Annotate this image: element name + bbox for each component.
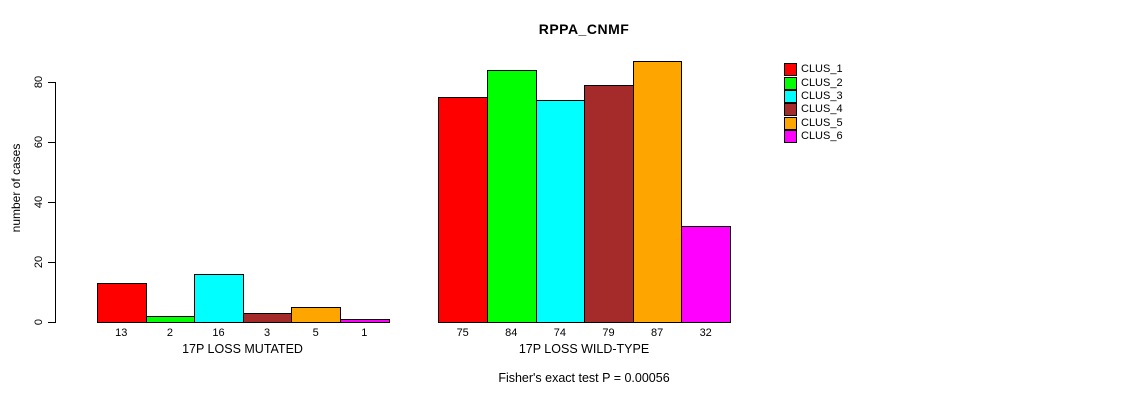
legend-label: CLUS_6: [801, 130, 843, 143]
legend-swatch-icon: [784, 103, 797, 117]
group-label-mutated: 17P LOSS MUTATED: [182, 342, 303, 356]
y-axis-label: number of cases: [9, 143, 23, 233]
bar-value-label: 74: [553, 327, 567, 339]
bar-clus_3-group2: [535, 100, 586, 323]
bar-value-label: 87: [650, 327, 664, 339]
chart-title: RPPA_CNMF: [538, 21, 630, 37]
bar-value-label: 84: [505, 327, 518, 339]
bar-clus_4-group1: [242, 313, 293, 323]
legend: CLUS_1 CLUS_2 CLUS_3 CLUS_4 CLUS_5 CLUS_6: [784, 63, 843, 144]
legend-item-clus_3: CLUS_3: [784, 89, 843, 103]
legend-label: CLUS_2: [801, 76, 843, 89]
legend-swatch-icon: [784, 76, 797, 90]
bar-value-label: 13: [115, 327, 128, 339]
bar-value-label: 5: [312, 327, 319, 339]
legend-item-clus_4: CLUS_4: [784, 103, 843, 117]
legend-item-clus_1: CLUS_1: [784, 63, 843, 77]
legend-label: CLUS_5: [801, 116, 843, 129]
legend-item-clus_2: CLUS_2: [784, 76, 843, 90]
bar-clus_4-group2: [584, 85, 634, 323]
bar-value-label: 1: [361, 327, 368, 339]
y-tick-label-80: 80: [33, 75, 45, 89]
legend-swatch-icon: [784, 116, 797, 130]
legend-swatch-icon: [784, 130, 797, 144]
group-label-wildtype: 17P LOSS WILD-TYPE: [518, 342, 650, 356]
bar-value-label: 16: [212, 327, 225, 339]
bar-clus_1-group1: [97, 283, 147, 323]
bar-clus_1-group2: [438, 97, 488, 323]
legend-item-clus_6: CLUS_6: [784, 130, 843, 144]
bar-clus_6-group1: [340, 319, 390, 323]
y-tick-label-20: 20: [33, 255, 45, 269]
legend-label: CLUS_1: [801, 63, 843, 76]
y-tick-40: [48, 202, 55, 203]
bar-clus_2-group2: [487, 70, 537, 323]
bar-clus_2-group1: [145, 316, 196, 323]
y-tick-label-60: 60: [33, 135, 45, 149]
legend-label: CLUS_3: [801, 89, 843, 102]
bar-value-label: 3: [264, 327, 271, 339]
y-tick-60: [48, 142, 55, 143]
bar-clus_5-group1: [291, 307, 341, 323]
legend-swatch-icon: [784, 89, 797, 103]
y-tick-label-0: 0: [33, 318, 45, 326]
legend-label: CLUS_4: [801, 103, 843, 116]
y-tick-0: [48, 322, 55, 323]
bar-clus_3-group1: [194, 274, 244, 323]
y-axis: [55, 82, 56, 323]
bar-clus_5-group2: [632, 61, 683, 323]
bar-clus_6-group2: [681, 226, 731, 323]
y-tick-label-40: 40: [33, 195, 45, 209]
fisher-test-annotation: Fisher's exact test P = 0.00056: [498, 371, 670, 385]
legend-item-clus_5: CLUS_5: [784, 116, 843, 130]
bar-value-label: 2: [166, 327, 173, 339]
y-tick-20: [48, 262, 55, 263]
legend-swatch-icon: [784, 63, 797, 77]
bar-value-label: 79: [602, 327, 615, 339]
bar-value-label: 75: [456, 327, 469, 339]
bar-value-label: 32: [699, 327, 712, 339]
y-tick-80: [48, 82, 55, 83]
